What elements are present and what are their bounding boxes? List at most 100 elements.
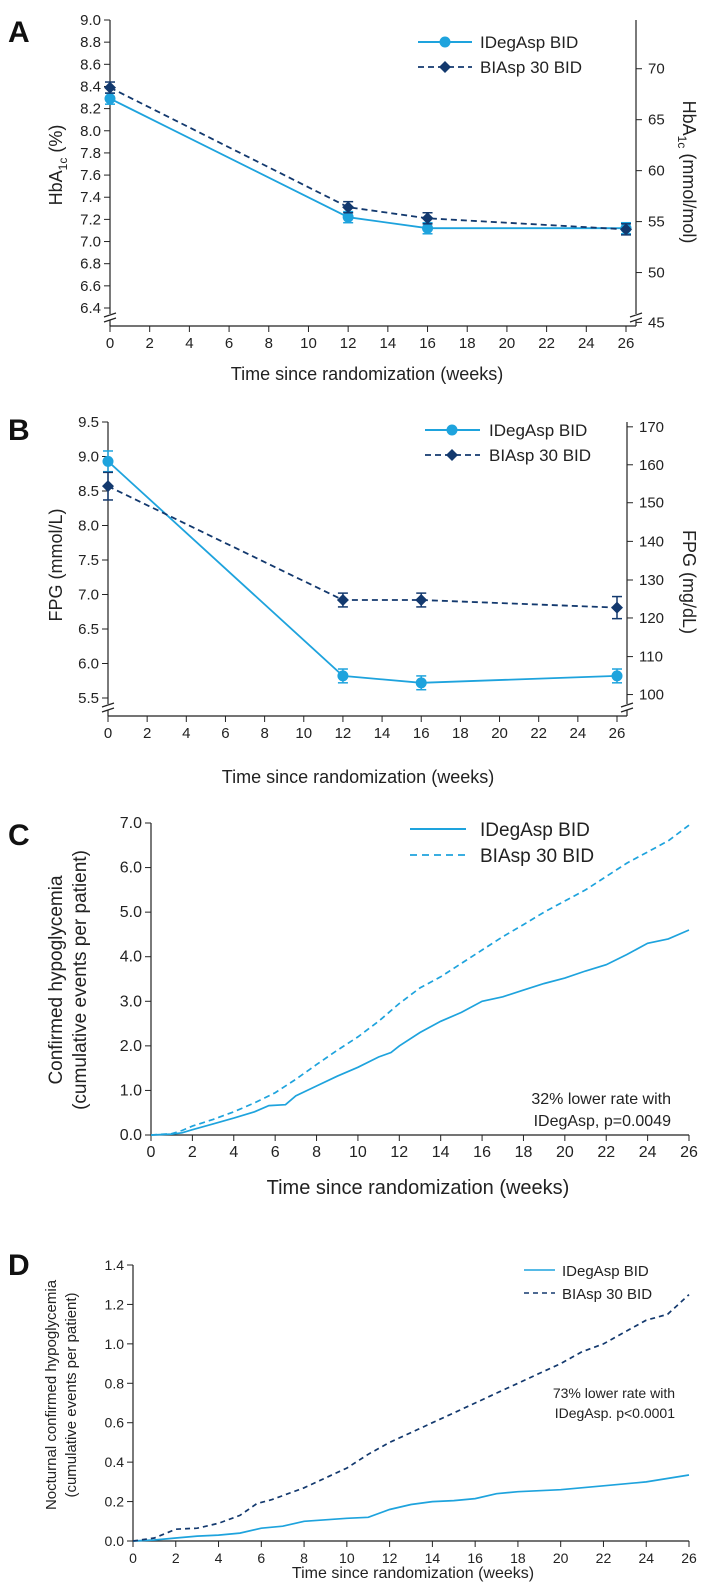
legend-circle-marker bbox=[439, 36, 451, 48]
left-y-tick-label: 6.0 bbox=[120, 860, 142, 877]
left-y-tick-label: 0.8 bbox=[105, 1375, 125, 1391]
left-y-tick-label: 9.0 bbox=[80, 12, 101, 29]
right-y-tick-label: 100 bbox=[639, 687, 664, 704]
left-y-tick-label: 0.6 bbox=[105, 1415, 125, 1431]
right-y-tick-label: 170 bbox=[639, 419, 664, 436]
right-y-tick-label: 120 bbox=[639, 610, 664, 627]
right-y-tick-label: 160 bbox=[639, 457, 664, 474]
biasp-data-point bbox=[104, 81, 116, 94]
left-y-tick-label: 7.0 bbox=[120, 815, 142, 832]
x-tick-label: 14 bbox=[380, 335, 397, 352]
panel-c-annotation-line1: 32% lower rate with bbox=[531, 1091, 671, 1108]
right-y-tick-label: 60 bbox=[648, 163, 665, 180]
panel-b-letter: B bbox=[8, 414, 30, 447]
panel-d-annotation-line2: IDegAsp. p<0.0001 bbox=[555, 1405, 675, 1421]
right-y-tick-label: 55 bbox=[648, 214, 665, 231]
x-tick-label: 24 bbox=[638, 1550, 654, 1566]
legend-circle-marker bbox=[446, 424, 458, 436]
x-tick-label: 6 bbox=[221, 725, 229, 742]
panel-d-x-axis-label: Time since randomization (weeks) bbox=[292, 1565, 534, 1582]
x-tick-label: 2 bbox=[143, 725, 151, 742]
panel-c: C 0.01.02.03.04.05.06.07.00 2 4 6 8 10 12 14 16 1… bbox=[8, 815, 698, 1199]
x-tick-label: 6 bbox=[271, 1144, 280, 1161]
x-tick-label: 14 bbox=[425, 1550, 441, 1566]
x-tick-label: 24 bbox=[639, 1144, 657, 1161]
panel-c-letter: C bbox=[8, 819, 30, 852]
biasp-series-line bbox=[150, 824, 690, 1136]
x-tick-label: 10 bbox=[349, 1144, 367, 1161]
x-tick-label: 18 bbox=[452, 725, 469, 742]
idegasp-data-point bbox=[104, 93, 116, 105]
x-tick-label: 26 bbox=[681, 1550, 697, 1566]
legend-biasp-label: BIAsp 30 BID bbox=[480, 58, 582, 77]
axis-break-mark bbox=[620, 702, 634, 713]
legend-biasp-label: BIAsp 30 BID bbox=[489, 446, 591, 465]
left-y-tick-label: 6.6 bbox=[80, 278, 101, 295]
x-tick-label: 24 bbox=[578, 335, 595, 352]
x-tick-label: 10 bbox=[339, 1550, 355, 1566]
x-tick-label: 14 bbox=[374, 725, 391, 742]
panel-d-y-axis-label-line1: Nocturnal confirmed hypoglycemia bbox=[43, 1279, 60, 1510]
biasp-data-point bbox=[342, 201, 355, 214]
left-y-tick-label: 1.0 bbox=[105, 1336, 125, 1352]
legend-idegasp-label: IDegAsp BID bbox=[489, 421, 587, 440]
x-tick-label: 8 bbox=[300, 1550, 308, 1566]
left-y-tick-label: 5.0 bbox=[120, 904, 142, 921]
x-tick-label: 10 bbox=[295, 725, 312, 742]
panel-b-legend: IDegAsp BID BIAsp 30 BID bbox=[425, 421, 591, 465]
panel-c-x-axis-label: Time since randomization (weeks) bbox=[267, 1177, 570, 1199]
x-tick-label: 4 bbox=[182, 725, 190, 742]
biasp-data-point bbox=[611, 601, 623, 614]
left-y-tick-label: 7.0 bbox=[80, 234, 101, 251]
right-y-tick-label: 50 bbox=[648, 265, 665, 282]
legend-idegasp-label: IDegAsp BID bbox=[562, 1263, 649, 1280]
x-tick-label: 20 bbox=[556, 1144, 574, 1161]
x-tick-label: 20 bbox=[499, 335, 516, 352]
left-y-tick-label: 0.4 bbox=[105, 1454, 125, 1470]
panel-a-right-y-axis-label: HbA1c (mmol/mol) bbox=[675, 101, 699, 244]
biasp-series-line bbox=[107, 485, 618, 609]
x-tick-label: 20 bbox=[553, 1550, 569, 1566]
idegasp-series-line bbox=[150, 929, 690, 1136]
x-tick-label: 10 bbox=[300, 335, 317, 352]
x-tick-label: 14 bbox=[432, 1144, 450, 1161]
idegasp-data-point bbox=[337, 670, 349, 682]
x-tick-label: 12 bbox=[390, 1144, 408, 1161]
x-tick-label: 22 bbox=[538, 335, 555, 352]
legend-biasp-label: BIAsp 30 BID bbox=[562, 1286, 652, 1303]
panel-a-legend: IDegAsp BID BIAsp 30 BID bbox=[418, 33, 582, 77]
legend-biasp-label: BIAsp 30 BID bbox=[480, 846, 594, 867]
left-y-tick-label: 2.0 bbox=[120, 1038, 142, 1055]
left-y-tick-label: 6.8 bbox=[80, 256, 101, 273]
panel-c-annotation-line2: IDegAsp, p=0.0049 bbox=[534, 1113, 672, 1130]
left-y-tick-label: 5.5 bbox=[78, 690, 99, 707]
biasp-data-point bbox=[620, 223, 632, 236]
right-y-tick-label: 130 bbox=[639, 572, 664, 589]
panel-d-letter: D bbox=[8, 1249, 30, 1282]
left-y-tick-label: 8.6 bbox=[80, 56, 101, 73]
panel-a-left-y-axis-label: HbA1c (%) bbox=[46, 125, 70, 206]
biasp-series-line bbox=[109, 86, 627, 231]
panel-d-annotation-line1: 73% lower rate with bbox=[553, 1385, 675, 1401]
x-tick-label: 18 bbox=[515, 1144, 533, 1161]
x-tick-label: 4 bbox=[185, 335, 193, 352]
x-tick-label: 0 bbox=[104, 725, 112, 742]
left-y-tick-label: 7.6 bbox=[80, 167, 101, 184]
left-y-tick-label: 8.2 bbox=[80, 101, 101, 118]
left-y-tick-label: 9.0 bbox=[78, 449, 99, 466]
axis-break-mark bbox=[103, 312, 117, 323]
left-y-tick-label: 8.8 bbox=[80, 34, 101, 51]
biasp-data-point bbox=[336, 594, 349, 607]
biasp-series-line bbox=[132, 1293, 690, 1542]
right-y-tick-label: 110 bbox=[639, 649, 663, 666]
x-tick-label: 0 bbox=[129, 1550, 137, 1566]
left-y-tick-label: 7.0 bbox=[78, 587, 99, 604]
x-tick-label: 8 bbox=[265, 335, 273, 352]
panel-b: B 1001101201301401501601705.56.06.57.07.… bbox=[8, 414, 699, 787]
x-tick-label: 2 bbox=[146, 335, 154, 352]
x-tick-label: 18 bbox=[459, 335, 476, 352]
left-y-tick-label: 8.0 bbox=[78, 518, 99, 535]
biasp-data-point bbox=[102, 480, 114, 493]
axis-break-mark bbox=[629, 312, 643, 323]
biasp-data-point bbox=[415, 594, 428, 607]
